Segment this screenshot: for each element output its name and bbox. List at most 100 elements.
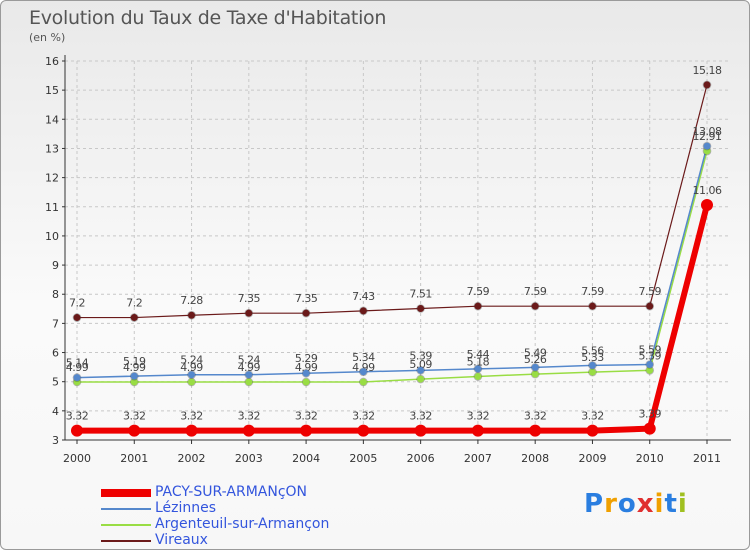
data-label: 3.32 [238, 410, 261, 423]
data-label: 5.19 [123, 355, 146, 368]
logo-letter: t [664, 489, 678, 519]
y-tick-label: 9 [52, 259, 59, 272]
legend-swatch [101, 540, 151, 542]
x-tick-label: 2005 [349, 452, 377, 465]
series-line [77, 204, 710, 434]
y-tick-label: 11 [45, 201, 59, 214]
series-line [76, 145, 708, 379]
data-point [300, 424, 313, 437]
data-point [703, 142, 711, 150]
data-point [359, 368, 367, 376]
y-tick-label: 13 [45, 142, 59, 155]
logo-letter: P [584, 489, 605, 519]
data-label: 5.39 [409, 349, 432, 362]
x-tick-label: 2009 [578, 452, 606, 465]
data-label: 3.32 [180, 410, 203, 423]
x-tick-label: 2011 [693, 452, 721, 465]
logo-letter: x [636, 489, 655, 519]
data-label: 4.99 [180, 361, 203, 374]
data-point [646, 302, 654, 310]
data-point [128, 424, 141, 437]
data-point [245, 371, 253, 379]
y-tick-label: 16 [45, 55, 59, 68]
data-point [130, 372, 138, 380]
data-point [302, 378, 310, 386]
proxiti-logo: Proxiti [584, 489, 688, 519]
y-tick-label: 7 [52, 317, 59, 330]
y-tick-label: 3 [52, 434, 59, 447]
data-label: 5.34 [352, 351, 375, 364]
data-label: 3.32 [581, 410, 604, 423]
x-tick-label: 2001 [120, 452, 148, 465]
data-label: 4.99 [66, 361, 89, 374]
x-tick-label: 2008 [521, 452, 549, 465]
x-tick-label: 2010 [636, 452, 664, 465]
logo-letter: r [604, 489, 618, 519]
data-point [586, 424, 599, 437]
data-label: 11.06 [693, 184, 722, 197]
data-label: 7.35 [238, 292, 261, 305]
data-label: 3.32 [352, 410, 375, 423]
data-point [359, 307, 367, 315]
data-point [531, 370, 539, 378]
data-label: 7.59 [638, 285, 661, 298]
data-point [588, 361, 596, 369]
data-point [245, 309, 253, 317]
data-label: 7.28 [180, 294, 203, 307]
data-label: 4.99 [123, 361, 146, 374]
data-label: 3.32 [409, 410, 432, 423]
chart-subtitle: (en %) [29, 31, 66, 44]
data-label: 7.59 [524, 285, 547, 298]
data-point [71, 424, 83, 437]
data-point [130, 314, 138, 322]
legend-label: Lézinnes [155, 500, 217, 516]
x-tick-label: 2002 [178, 452, 206, 465]
data-point [588, 368, 596, 376]
legend-swatch [101, 508, 151, 510]
legend-label: Vireaux [155, 532, 208, 548]
y-tick-label: 4 [52, 405, 59, 418]
data-label: 7.2 [69, 297, 85, 310]
data-point [643, 422, 656, 435]
data-label: 5.29 [295, 352, 318, 365]
data-point [646, 366, 654, 374]
x-tick-label: 2006 [407, 452, 435, 465]
logo-letter: i [677, 489, 688, 519]
y-tick-label: 6 [52, 347, 59, 360]
data-label: 15.18 [693, 64, 722, 77]
data-label: 5.14 [66, 357, 89, 370]
data-label: 3.32 [123, 410, 146, 423]
data-label: 5.39 [638, 349, 661, 362]
data-label: 5.33 [581, 351, 604, 364]
data-point [417, 366, 425, 374]
data-label: 12.91 [693, 130, 722, 143]
data-label: 3.32 [66, 410, 89, 423]
data-label: 5.56 [581, 344, 604, 357]
data-label: 4.99 [352, 361, 375, 374]
legend-swatch [101, 524, 151, 526]
data-point [588, 302, 596, 310]
data-label: 4.99 [238, 361, 261, 374]
y-tick-label: 8 [52, 288, 59, 301]
data-label: 7.59 [467, 285, 490, 298]
data-label: 13.08 [693, 125, 722, 138]
y-tick-label: 14 [45, 113, 59, 126]
data-label: 7.51 [409, 288, 432, 301]
data-label: 7.59 [581, 285, 604, 298]
series-line [77, 84, 708, 319]
x-tick-label: 2000 [63, 452, 91, 465]
data-point [185, 424, 198, 437]
x-tick-label: 2004 [292, 452, 320, 465]
y-tick-label: 10 [45, 230, 59, 243]
legend-label: Argenteuil-sur-Armançon [155, 516, 330, 532]
data-point [73, 374, 81, 382]
legend-label: PACY-SUR-ARMANçON [155, 484, 308, 500]
data-point [703, 81, 711, 89]
y-tick-label: 5 [52, 376, 59, 389]
x-tick-label: 2003 [235, 452, 263, 465]
data-point [474, 302, 482, 310]
y-tick-label: 15 [45, 84, 59, 97]
data-label: 4.99 [295, 361, 318, 374]
